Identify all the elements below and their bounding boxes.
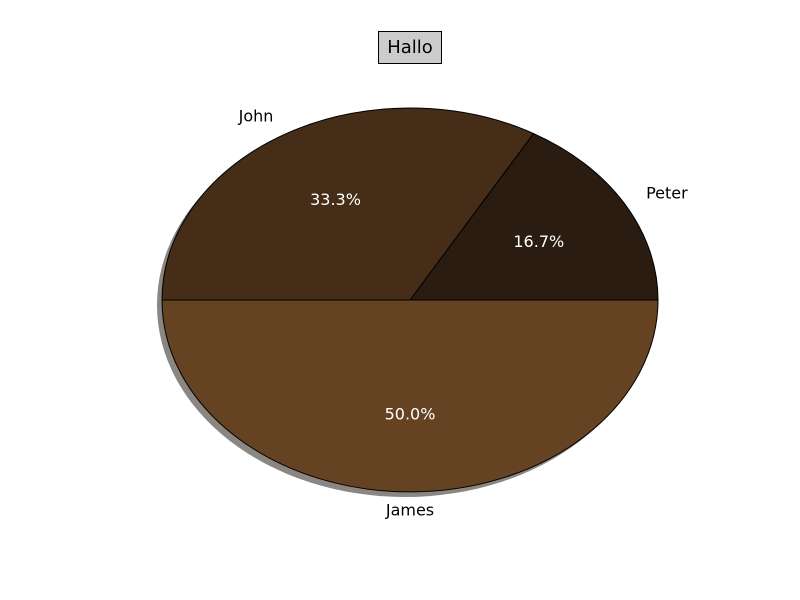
pie-slice-peter [409,132,659,301]
pie-category-label-peter: Peter [646,184,688,203]
pie-slice-john [161,107,535,301]
pie-pct-label-john: 33.3% [310,190,361,209]
pie-category-label-james: James [385,501,434,520]
pie-pct-label-james: 50.0% [385,405,436,424]
chart-title: Hallo [378,31,442,64]
pie-slice-james [161,299,659,493]
pie-category-label-john: John [238,107,274,126]
pie-pct-label-peter: 16.7% [513,232,564,251]
pie-slices [161,107,659,493]
pie-labels: 16.7% Peter 33.3% John 50.0% James [238,107,689,520]
